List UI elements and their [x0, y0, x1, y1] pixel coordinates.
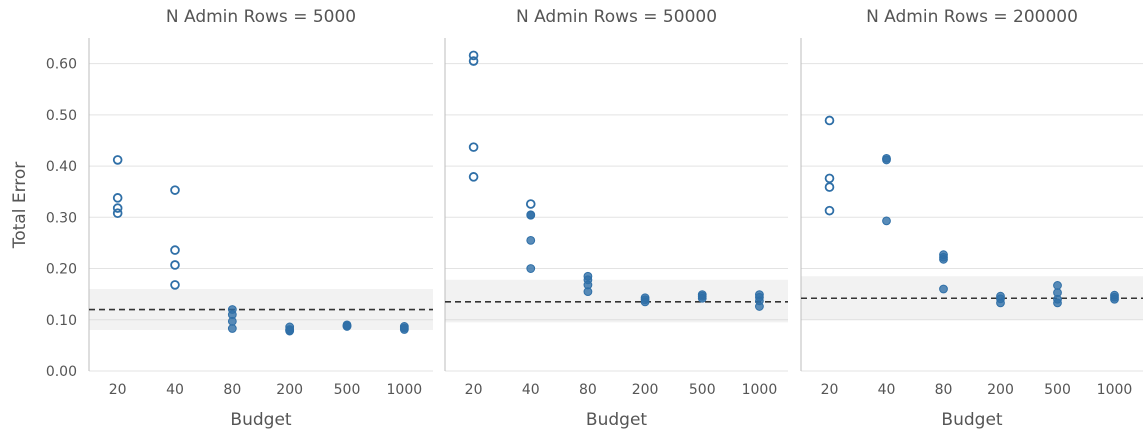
x-tick-label: 1000 [742, 382, 778, 398]
data-point [526, 264, 536, 273]
data-point [342, 322, 352, 331]
panel-title: N Admin Rows = 50000 [516, 7, 717, 27]
x-tick-label: 1000 [387, 382, 423, 398]
data-point [468, 50, 479, 61]
data-point [755, 302, 764, 311]
panel-title: N Admin Rows = 200000 [866, 7, 1078, 27]
data-point [468, 172, 479, 182]
data-point [996, 298, 1005, 308]
x-tick-label: 40 [878, 382, 896, 398]
x-tick-label: 200 [632, 382, 659, 398]
panel: N Admin Rows = 5000 20 40 80 200 500 1000 Budge… [88, 7, 433, 430]
data-point [468, 56, 479, 66]
x-axis-label: Budget [941, 410, 1002, 430]
y-tick-label: 0.00 [46, 364, 77, 380]
y-tick-label: 0.60 [46, 57, 77, 73]
data-point [399, 325, 409, 334]
x-axis-label: Budget [230, 410, 291, 430]
y-tick-labels: 0.00 0.10 0.20 0.30 0.40 0.50 0.60 [46, 57, 77, 380]
data-point [939, 254, 948, 264]
data-point [112, 203, 123, 213]
y-tick-label: 0.40 [46, 159, 77, 175]
x-tick-label: 80 [935, 382, 953, 398]
x-tick-label: 40 [522, 382, 540, 398]
x-tick-label: 40 [166, 382, 184, 398]
x-tick-label: 500 [689, 382, 716, 398]
x-axis-label: Budget [586, 410, 647, 430]
data-point [640, 297, 650, 307]
y-axis: Total Error 0.00 0.10 0.20 0.30 0.40 0.50 0.60 [10, 57, 77, 380]
data-point [227, 324, 237, 333]
data-point [526, 235, 536, 245]
data-point [112, 193, 123, 203]
data-point [824, 205, 835, 216]
data-point [697, 293, 707, 303]
data-point [939, 284, 948, 294]
x-tick-label: 80 [579, 382, 597, 398]
y-tick-label: 0.50 [46, 108, 77, 124]
data-point [170, 245, 180, 255]
data-point [1110, 294, 1119, 304]
x-tick-label: 20 [821, 382, 839, 398]
data-point [525, 199, 536, 209]
x-tick-label: 200 [276, 382, 303, 398]
panels: N Admin Rows = 5000 20 40 80 200 500 1000 Budge… [88, 7, 1143, 430]
data-point [170, 260, 180, 270]
data-point [526, 210, 536, 220]
y-axis-label: Total Error [10, 162, 30, 250]
x-tick-label: 500 [1044, 382, 1071, 398]
x-tick-label: 20 [109, 382, 127, 398]
panel: N Admin Rows = 50000 20 40 80 200 500 1000 Budg… [444, 7, 788, 430]
y-tick-label: 0.30 [46, 210, 77, 226]
y-tick-label: 0.20 [46, 262, 77, 278]
x-tick-label: 500 [334, 382, 361, 398]
data-point [170, 185, 180, 195]
data-point [285, 326, 295, 336]
data-point [1053, 281, 1062, 290]
data-point [112, 155, 123, 165]
data-point [1053, 298, 1062, 308]
x-tick-label: 20 [465, 382, 483, 398]
x-tick-label: 1000 [1097, 382, 1133, 398]
data-point [824, 182, 835, 192]
y-tick-label: 0.10 [46, 313, 77, 329]
data-point [824, 173, 835, 184]
panel: N Admin Rows = 200000 20 40 80 200 500 1000 Bud… [800, 7, 1143, 430]
data-point [227, 316, 237, 326]
x-tick-label: 80 [223, 382, 241, 398]
data-point [468, 142, 479, 152]
data-point [112, 208, 123, 219]
data-point [882, 216, 891, 226]
data-point [170, 280, 180, 290]
data-point [824, 115, 835, 126]
data-point [583, 287, 593, 296]
x-tick-label: 200 [987, 382, 1014, 398]
data-point [882, 155, 891, 165]
panel-title: N Admin Rows = 5000 [166, 7, 356, 27]
